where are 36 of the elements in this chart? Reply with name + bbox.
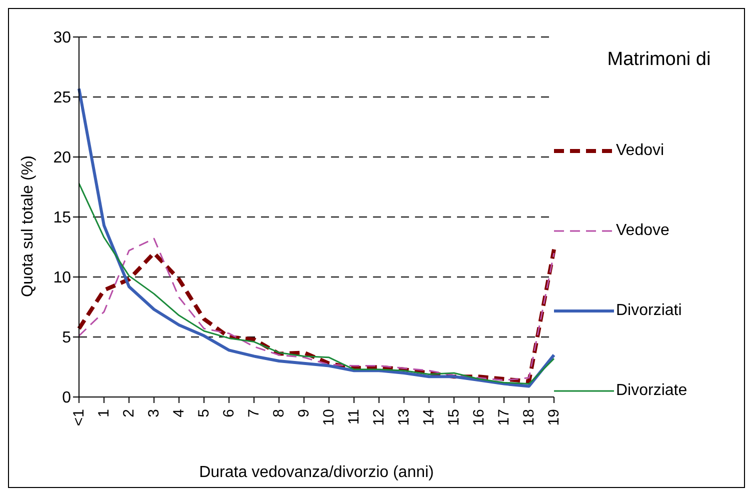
x-axis-title: Durata vedovanza/divorzio (anni) <box>199 464 434 481</box>
x-tick-label: 17 <box>496 409 512 426</box>
x-tick-label: 15 <box>446 409 462 426</box>
x-tick-label: 10 <box>320 409 338 426</box>
x-tick-label: 11 <box>346 409 362 425</box>
x-tick-label: 1 <box>96 409 112 418</box>
x-tick-label: 14 <box>420 409 438 426</box>
y-tick-label: 15 <box>53 210 72 227</box>
x-tick-label: 13 <box>396 409 412 426</box>
line-series <box>78 87 556 388</box>
line-series <box>78 182 555 385</box>
y-tick-label: 0 <box>62 390 72 407</box>
x-tick-label: 7 <box>246 409 262 418</box>
x-tick-label: 16 <box>470 409 488 426</box>
y-tick-label: 5 <box>62 330 72 347</box>
y-tick-label: 10 <box>53 270 72 287</box>
legend-label: Vedovi <box>616 142 664 160</box>
x-tick-label: 3 <box>146 409 162 418</box>
y-tick-label: 20 <box>53 150 72 167</box>
x-tick-label: <1 <box>70 409 88 426</box>
legend-label: Vedove <box>616 222 670 240</box>
x-tick-label: 6 <box>220 409 238 418</box>
x-tick-label: 12 <box>370 409 388 426</box>
x-tick-label: 4 <box>170 409 188 418</box>
y-tick-label: 30 <box>53 30 72 47</box>
x-tick-label: 2 <box>120 409 138 418</box>
legend-label: Divorziati <box>616 302 682 320</box>
legend-title: Matrimoni di <box>606 49 712 71</box>
x-tick-label: 19 <box>546 409 562 426</box>
x-tick-label: 18 <box>520 409 538 426</box>
legend-label: Divorziate <box>616 382 688 400</box>
x-tick-label: 8 <box>270 409 288 418</box>
x-tick-label: 5 <box>196 409 212 418</box>
y-tick-label: 25 <box>53 90 72 107</box>
y-axis-title: Quota sul totale (%) <box>20 156 37 297</box>
x-tick-label: 9 <box>296 409 312 418</box>
